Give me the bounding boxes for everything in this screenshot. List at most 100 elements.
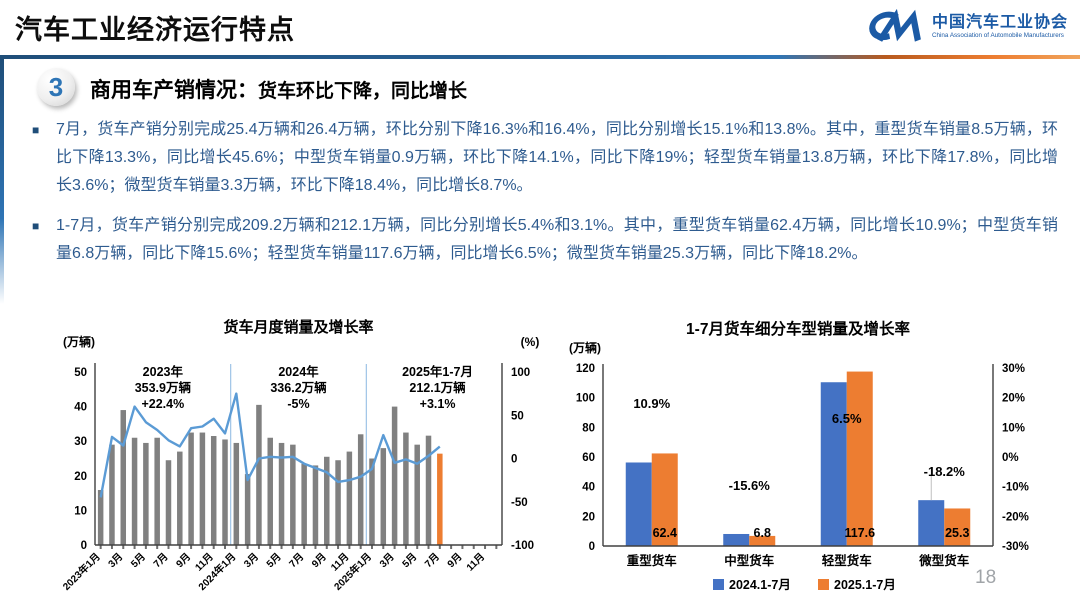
- monthly-sales-bar: [312, 465, 319, 545]
- monthly-sales-bar: [154, 437, 160, 545]
- legend-label: 2024.1-7月: [729, 578, 791, 592]
- x-axis-tick-label: 3月: [106, 551, 125, 570]
- page-title: 汽车工业经济运行特点: [15, 15, 295, 45]
- x-axis-tick-label: 5月: [264, 551, 283, 570]
- chart-title: 1-7月货车细分车型销量及增长率: [686, 319, 910, 338]
- monthly-sales-bar: [131, 437, 138, 545]
- legend-label: 2025.1-7月: [834, 578, 896, 592]
- bar-2024: [820, 382, 847, 546]
- monthly-sales-bar: [188, 432, 194, 545]
- monthly-sales-bar: [165, 460, 172, 545]
- left-axis-tick-label: 20: [582, 511, 595, 523]
- x-axis-tick-label: 3月: [242, 551, 261, 570]
- year-annotation-line: 2025年1-7月: [402, 364, 473, 379]
- x-axis-tick-label: 9月: [445, 551, 464, 570]
- right-axis-tick-label: 0: [511, 454, 517, 466]
- left-axis-unit: (万辆): [569, 340, 601, 355]
- value-label: 25.3: [945, 526, 969, 540]
- right-axis-tick-label: 0%: [1002, 452, 1019, 464]
- bullet-square-icon: ■: [32, 219, 40, 233]
- x-axis-tick-label: 7月: [151, 551, 170, 570]
- left-axis-tick-label: 120: [576, 363, 595, 375]
- year-annotation-line: 2024年: [278, 364, 319, 379]
- growth-rate-label: 6.5%: [832, 411, 862, 426]
- x-axis-tick-label: 7月: [422, 551, 441, 570]
- monthly-sales-bar: [357, 434, 364, 545]
- x-axis-tick-label: 9月: [174, 551, 193, 570]
- page-number: 18: [975, 567, 997, 588]
- category-label: 重型货车: [627, 553, 678, 568]
- header-divider: [0, 55, 1080, 59]
- left-accent-bar: [0, 59, 4, 304]
- caam-logo: 中国汽车工业协会 China Association of Automobile…: [853, 6, 1068, 48]
- monthly-sales-bar: [403, 432, 409, 545]
- right-axis-tick-label: 100: [511, 367, 530, 379]
- section-title-rest: 货车环比下降，同比增长: [258, 81, 468, 102]
- section-title: 商用车产销情况：货车环比下降，同比增长: [90, 74, 467, 104]
- monthly-sales-bar: [256, 404, 262, 545]
- monthly-sales-bar: [346, 451, 353, 545]
- left-axis-tick-label: 0: [81, 540, 87, 552]
- value-label: 6.8: [754, 526, 771, 540]
- year-annotation-line: 2023年: [143, 364, 184, 379]
- growth-rate-label: -18.2%: [924, 464, 966, 479]
- monthly-sales-bar: [109, 444, 115, 545]
- x-axis-tick-label: 9月: [309, 551, 328, 570]
- year-annotation-line: +3.1%: [420, 397, 456, 411]
- monthly-sales-bar: [233, 442, 240, 545]
- value-label: 62.4: [653, 526, 677, 540]
- right-axis-unit: (%): [521, 335, 540, 349]
- bullet-paragraph-2: ■ 1-7月，货车产销分别完成209.2万辆和212.1万辆，同比分别增长5.4…: [32, 212, 1058, 268]
- year-annotation-line: +22.4%: [141, 397, 184, 411]
- right-axis-tick-label: 30%: [1002, 363, 1025, 375]
- left-axis-tick-label: 40: [74, 402, 87, 414]
- yoy-growth-line: [99, 392, 441, 498]
- left-axis-tick-label: 100: [576, 393, 595, 405]
- bullet-list: ■ 7月，货车产销分别完成25.4万辆和26.4万辆，环比分别下降16.3%和1…: [32, 116, 1058, 280]
- caam-logo-text: 中国汽车工业协会 China Association of Automobile…: [932, 14, 1068, 41]
- right-axis-tick-label: -20%: [1002, 511, 1029, 523]
- right-axis-tick-label: -50: [511, 497, 528, 509]
- x-axis-tick-label: 2023年1月: [60, 550, 103, 593]
- monthly-sales-bar: [143, 442, 149, 545]
- monthly-sales-bar: [324, 456, 330, 545]
- left-axis-tick-label: 40: [582, 482, 595, 494]
- right-axis-tick-label: -30%: [1002, 541, 1029, 553]
- monthly-sales-bar: [335, 460, 341, 545]
- growth-rate-label: 10.9%: [633, 396, 670, 411]
- left-axis-tick-label: 60: [582, 452, 595, 464]
- left-axis-tick-label: 30: [74, 436, 87, 448]
- bullet-square-icon: ■: [32, 123, 40, 137]
- left-axis-tick-label: 10: [74, 505, 87, 517]
- caam-logo-en: China Association of Automobile Manufact…: [931, 32, 1064, 40]
- section-title-strong: 商用车产销情况：: [90, 79, 258, 102]
- bullet-text-2: 1-7月，货车产销分别完成209.2万辆和212.1万辆，同比分别增长5.4%和…: [56, 217, 1058, 262]
- legend-swatch: [713, 579, 724, 590]
- caam-logo-icon: [869, 8, 921, 42]
- right-axis-tick-label: 50: [511, 410, 524, 422]
- monthly-sales-bar: [97, 489, 104, 545]
- year-annotation-line: 336.2万辆: [270, 380, 327, 395]
- caam-logo-cn: 中国汽车工业协会: [931, 13, 1068, 31]
- bar-2025: [944, 508, 971, 546]
- year-annotation-line: 353.9万辆: [135, 380, 192, 395]
- x-axis-tick-label: 11月: [464, 551, 487, 574]
- monthly-sales-bar: [380, 448, 387, 545]
- bar-2025: [749, 535, 776, 546]
- monthly-sales-bar: [177, 451, 183, 545]
- monthly-sales-bar: [414, 444, 420, 545]
- chart-title: 货车月度销量及增长率: [223, 318, 373, 336]
- x-axis-tick-label: 5月: [400, 551, 419, 570]
- bullet-paragraph-1: ■ 7月，货车产销分别完成25.4万辆和26.4万辆，环比分别下降16.3%和1…: [32, 116, 1058, 200]
- right-axis-tick-label: -10%: [1002, 482, 1029, 494]
- bar-2024: [625, 462, 652, 546]
- right-axis-tick-label: -100: [511, 540, 534, 552]
- bar-2024: [918, 500, 945, 546]
- bullet-text-1: 7月，货车产销分别完成25.4万辆和26.4万辆，环比分别下降16.3%和16.…: [56, 121, 1058, 194]
- category-label: 中型货车: [724, 553, 775, 568]
- year-annotation-line: -5%: [287, 397, 309, 411]
- left-axis-tick-label: 80: [582, 422, 595, 434]
- left-axis-tick-label: 50: [74, 367, 87, 379]
- left-axis-tick-label: 0: [589, 541, 595, 553]
- category-label: 微型货车: [918, 553, 970, 568]
